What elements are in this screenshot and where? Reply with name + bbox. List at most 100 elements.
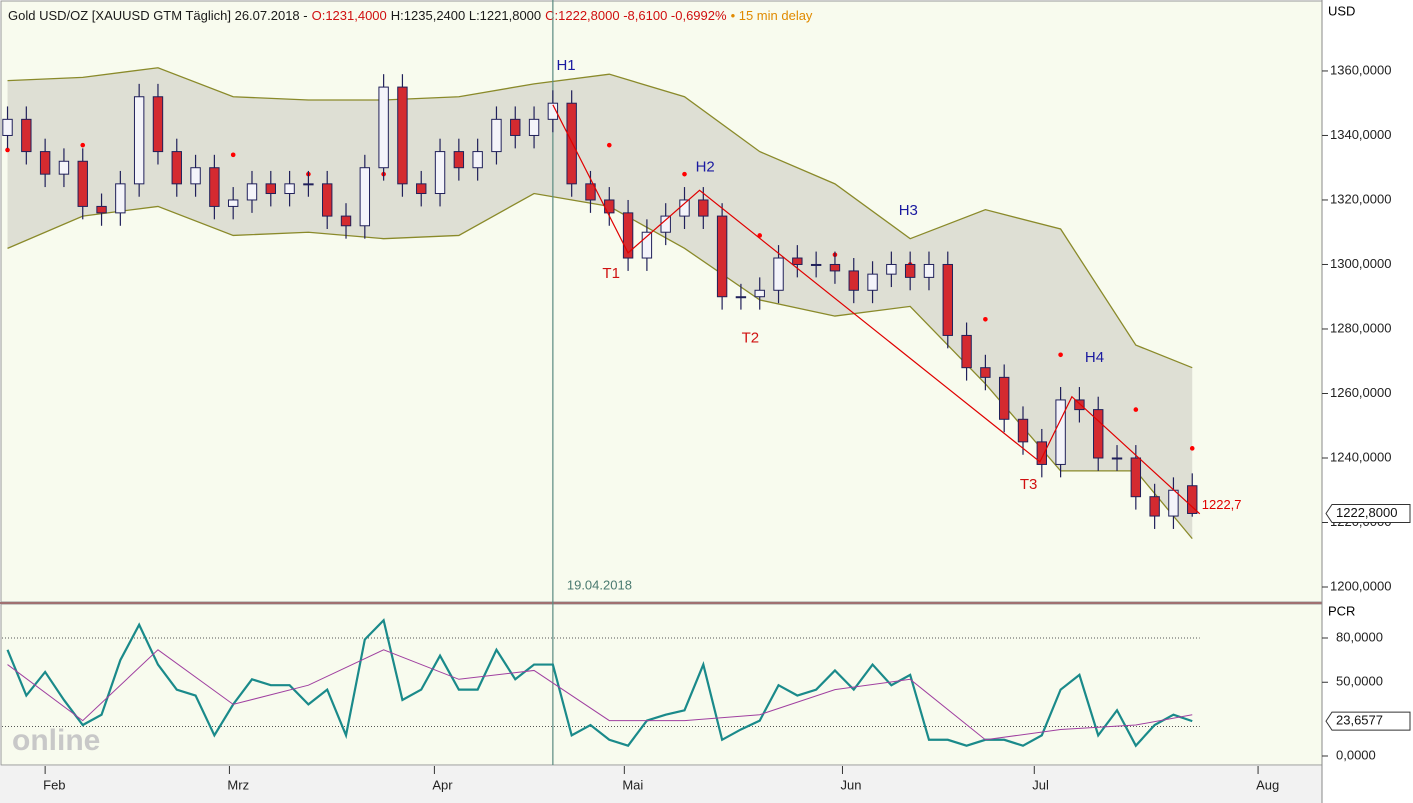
sar-dot (230, 152, 236, 158)
last-price-box (1325, 503, 1411, 523)
candle-body (886, 263, 897, 275)
candle-body (698, 199, 709, 217)
x-tick-label: Aug (1256, 777, 1279, 792)
y-tick-label: 50,0000 (1336, 674, 1383, 689)
sar-dot (1133, 407, 1139, 412)
pattern-label: H4 (1085, 349, 1104, 366)
sar-dot (1189, 446, 1195, 451)
candle-body (1187, 485, 1198, 514)
pattern-label: T1 (602, 265, 620, 282)
candle-body (1149, 496, 1160, 517)
zigzag-line (552, 104, 1201, 515)
x-tick-label: Mrz (227, 777, 249, 792)
candle-body (77, 160, 88, 207)
candle-body (679, 199, 690, 217)
candle-body (810, 263, 822, 266)
sar-dot (1058, 352, 1063, 358)
candle-body (604, 199, 615, 214)
candle-body (340, 215, 352, 227)
x-tick-label: Apr (432, 777, 453, 792)
y-tick-label: 1200,0000 (1330, 578, 1391, 593)
candle-body (510, 118, 521, 136)
candle-body (246, 183, 258, 201)
date-marker-label: 19.04.2018 (567, 577, 632, 592)
pattern-label: H3 (899, 202, 918, 219)
x-tick-label: Jun (840, 777, 861, 792)
candle-body (58, 160, 70, 175)
candle-body (21, 118, 32, 153)
candle-body (397, 86, 408, 185)
candle-body (566, 102, 577, 185)
y-axis-title: USD (1328, 3, 1355, 18)
indicator-line (7, 649, 1193, 741)
candle-body (1111, 457, 1123, 460)
candle-body (867, 273, 878, 291)
y-tick-label: 1360,0000 (1330, 62, 1391, 77)
header-part: O:1231,4000 (312, 8, 387, 23)
candle-body (923, 263, 935, 278)
sar-dot (5, 147, 10, 153)
candle-body (980, 367, 991, 378)
last-value-box (1325, 711, 1411, 731)
candle-body (547, 102, 559, 120)
candle-body (171, 151, 182, 185)
candle-body (585, 183, 596, 201)
band-fill (7, 67, 1193, 539)
candle-body (1017, 418, 1029, 443)
candle-body (660, 215, 671, 233)
header-part: H:1235,2400 L:1221,8000 (391, 8, 541, 23)
x-tick-label: Mai (622, 777, 643, 792)
y-tick-label: 80,0000 (1336, 629, 1383, 644)
candle-body (453, 151, 465, 169)
candle-body (378, 86, 389, 169)
y-tick-label: 1260,0000 (1330, 385, 1391, 400)
indicator-line (6, 618, 1193, 748)
candle-body (434, 151, 446, 195)
last-value-label: 23,6577 (1336, 713, 1383, 728)
candle-body (190, 167, 201, 185)
pattern-label: T2 (742, 330, 760, 347)
candle-body (322, 183, 333, 217)
candle-body (1130, 457, 1142, 498)
candle-body (961, 334, 972, 369)
indicator-title: PCR (1328, 603, 1355, 618)
pattern-label: H2 (696, 159, 715, 176)
x-tick-label: Jul (1032, 777, 1049, 792)
candle-body (735, 296, 747, 299)
candle-body (1036, 441, 1048, 465)
candle-body (2, 118, 13, 136)
sar-dot (983, 317, 988, 322)
last-price-label: 1222,8000 (1336, 505, 1397, 520)
candle-body (39, 151, 51, 175)
candle-body (284, 183, 295, 195)
candle-body (152, 96, 164, 153)
y-tick-label: 1300,0000 (1330, 256, 1391, 271)
candle-body (528, 118, 540, 136)
y-tick-label: 1280,0000 (1330, 320, 1391, 335)
candle-body (416, 183, 427, 195)
x-axis-area (0, 766, 1322, 803)
header-part: • 15 min delay (731, 8, 813, 23)
candle-body (848, 270, 859, 291)
y-tick-label: 1320,0000 (1330, 191, 1391, 206)
candle-body (1055, 399, 1066, 465)
candle-body (792, 257, 803, 265)
candle-body (1093, 409, 1104, 459)
candle-body (1074, 399, 1085, 411)
x-tick-label: Feb (43, 777, 65, 792)
candle-body (622, 212, 634, 259)
candle-body (303, 183, 314, 186)
candle-body (1168, 489, 1179, 517)
candle-body (754, 289, 765, 298)
candle-body (209, 167, 220, 207)
candle-body (96, 205, 107, 214)
band-upper (7, 67, 1193, 369)
candle-body (227, 199, 239, 207)
pattern-label: H1 (556, 57, 575, 74)
candle-body (998, 376, 1010, 420)
indicator-panel (0, 603, 1323, 766)
sar-dot (757, 233, 763, 238)
candle-body (359, 167, 371, 227)
candle-body (265, 183, 276, 195)
